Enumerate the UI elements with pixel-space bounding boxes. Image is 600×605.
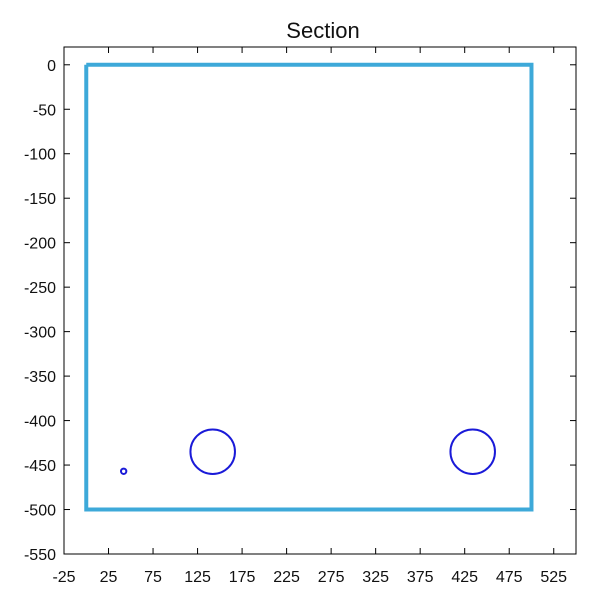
x-tick-label: 225: [273, 569, 300, 586]
plot-marks: [84, 62, 534, 512]
x-tick-label: 475: [496, 569, 523, 586]
y-tick-label: -300: [24, 325, 56, 342]
y-tick-label: -450: [24, 458, 56, 475]
y-tick-label: -400: [24, 414, 56, 431]
circle-left: [189, 428, 236, 475]
x-tick-label: 525: [540, 569, 567, 586]
x-tick-label: 125: [184, 569, 211, 586]
y-tick-label: -350: [24, 369, 56, 386]
circle-right: [449, 428, 496, 475]
x-axis-ticks: -25 25 75 125 175 225 275 325 375 425 475 525: [52, 47, 567, 586]
y-tick-label: -500: [24, 503, 56, 520]
y-axis-ticks: 0 -50 -100 -150 -200 -250 -300 -350 -400 -450 -500…: [24, 58, 576, 564]
x-tick-label: 25: [100, 569, 118, 586]
y-tick-label: -100: [24, 147, 56, 164]
x-tick-label: 75: [144, 569, 162, 586]
chart-title: Section: [286, 18, 359, 43]
x-tick-label: -25: [52, 569, 75, 586]
y-tick-label: -200: [24, 236, 56, 253]
x-tick-label: 375: [407, 569, 434, 586]
small-circle: [119, 467, 128, 475]
x-tick-label: 275: [318, 569, 345, 586]
y-tick-label: 0: [47, 58, 56, 75]
section-outline: [84, 62, 534, 512]
x-tick-label: 425: [451, 569, 478, 586]
y-tick-label: -50: [33, 102, 56, 119]
y-tick-label: -150: [24, 191, 56, 208]
x-tick-label: 325: [362, 569, 389, 586]
plot-frame: [63, 46, 577, 555]
x-tick-label: 175: [229, 569, 256, 586]
y-tick-label: -250: [24, 280, 56, 297]
y-tick-label: -550: [24, 547, 56, 564]
